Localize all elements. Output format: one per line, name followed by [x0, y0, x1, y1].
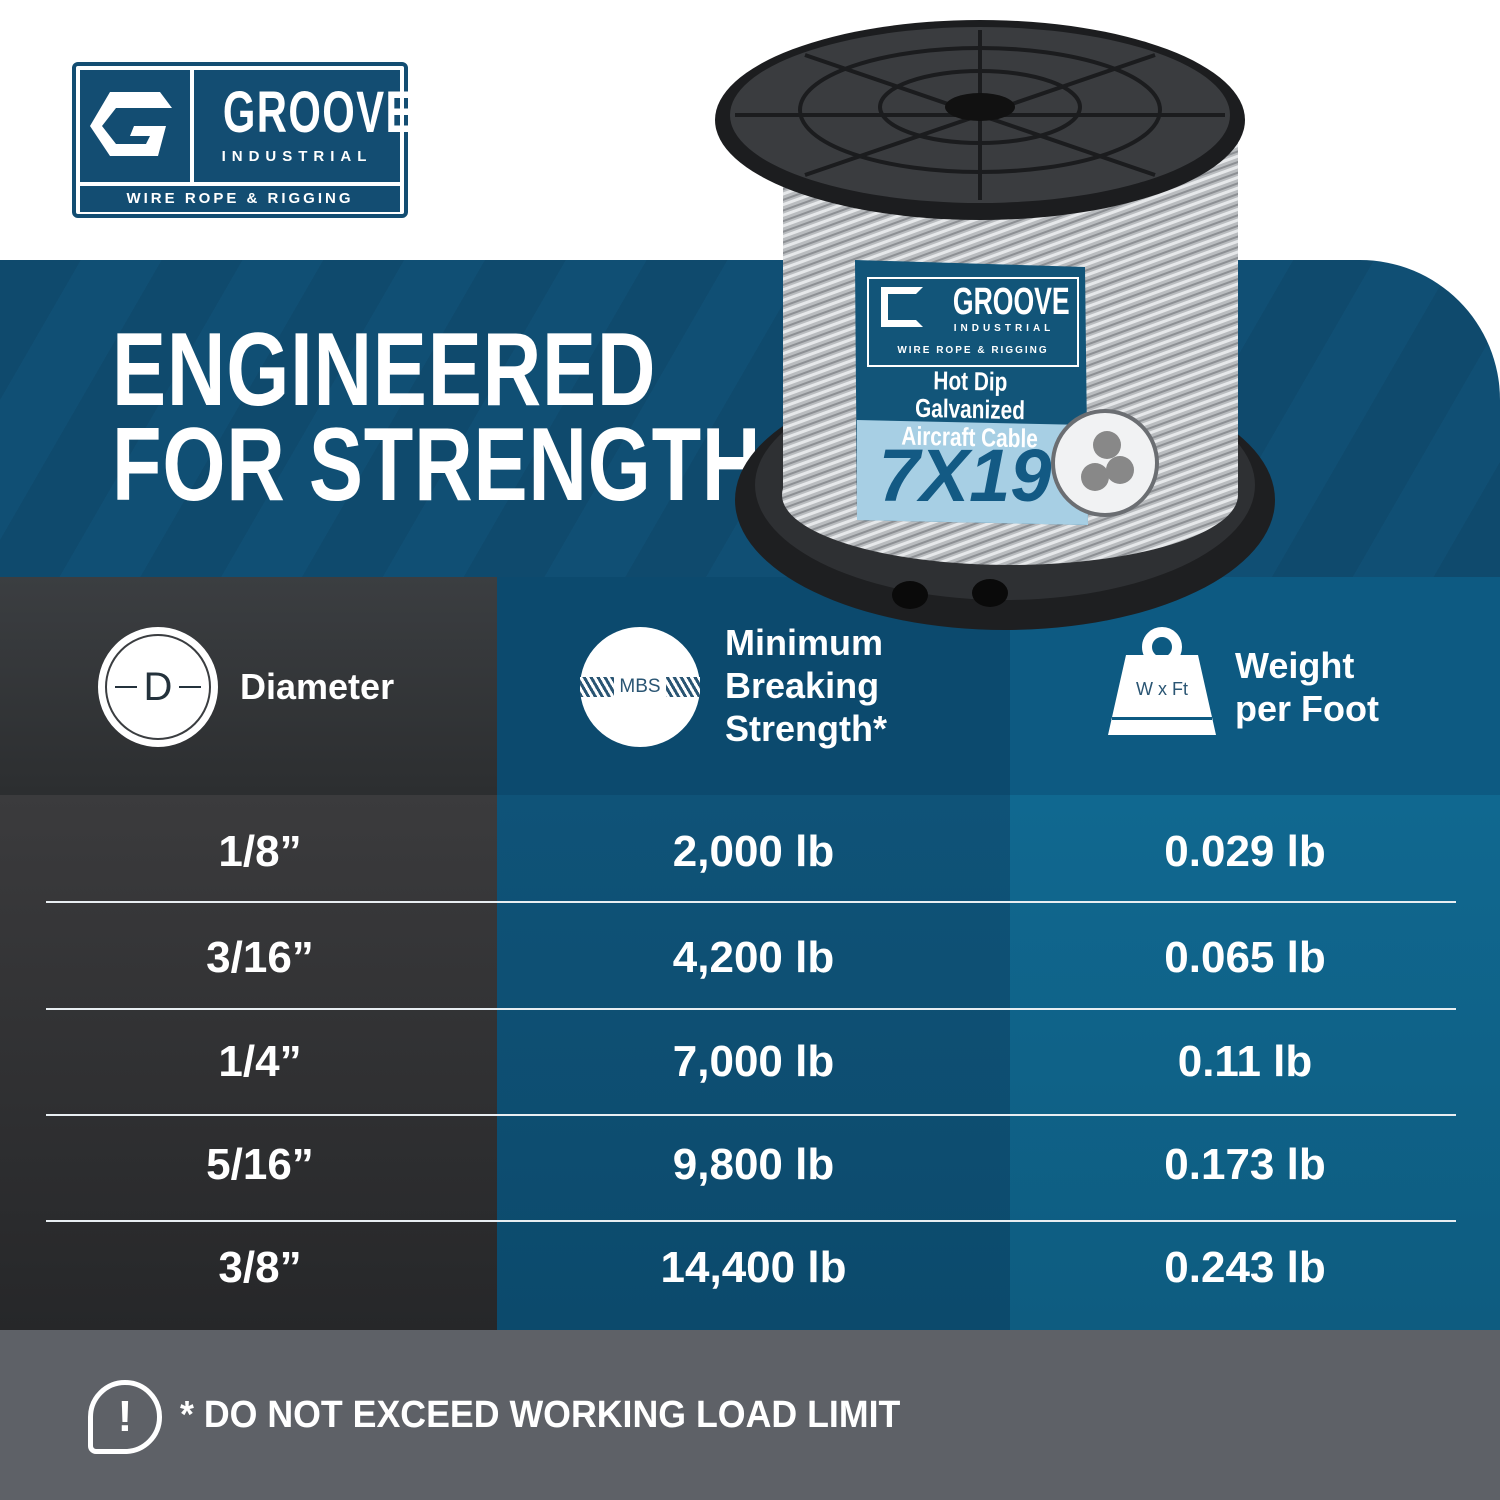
alert-speech-icon: ! [88, 1380, 162, 1454]
row-divider [46, 1114, 1456, 1116]
header-label-mbs-2: Breaking [725, 665, 880, 706]
header-label-diameter: Diameter [240, 666, 395, 707]
spool-product-line1: Hot Dip Galvanized [914, 365, 1026, 426]
table-row: 3/16” 4,200 lb 0.065 lb [0, 906, 1500, 1010]
footer: ! * DO NOT EXCEED WORKING LOAD LIMIT [0, 1330, 1500, 1500]
cell-mbs: 7,000 lb [672, 1037, 835, 1086]
row-divider [46, 1220, 1456, 1222]
row-divider [46, 1008, 1456, 1010]
cell-diameter: 1/4” [218, 1037, 302, 1086]
cell-diameter: 1/8” [218, 827, 302, 876]
cable-spool-image: GROOVE INDUSTRIAL WIRE ROPE & RIGGING Ho… [715, 15, 1285, 635]
cell-mbs: 14,400 lb [660, 1243, 847, 1292]
g-logo-icon [80, 70, 190, 182]
header-label-weight-1: Weight [1235, 645, 1355, 686]
cell-diameter: 5/16” [206, 1140, 314, 1189]
diameter-icon: D [98, 627, 218, 747]
row-divider [46, 901, 1456, 903]
cell-mbs: 2,000 lb [672, 827, 835, 876]
cell-weight: 0.11 lb [1177, 1037, 1313, 1086]
logo-tagline: WIRE ROPE & RIGGING [80, 186, 400, 212]
footer-note: * DO NOT EXCEED WORKING LOAD LIMIT [180, 1394, 901, 1436]
weight-icon: W x Ft [1108, 627, 1216, 737]
logo-brand: GROOVE [222, 80, 415, 145]
cell-weight: 0.029 lb [1164, 827, 1326, 876]
mbs-rope-icon: MBS [580, 627, 700, 747]
g-logo-icon [881, 287, 923, 327]
cell-weight: 0.173 lb [1164, 1140, 1326, 1189]
cell-diameter: 3/16” [206, 933, 314, 982]
cell-mbs: 9,800 lb [672, 1140, 835, 1189]
table-row: 5/16” 9,800 lb 0.173 lb [0, 1113, 1500, 1217]
headline-line1: ENGINEERED [112, 312, 657, 428]
header-diameter: D Diameter [0, 577, 497, 795]
headline-line2: FOR STRENGTH [112, 407, 762, 523]
brand-logo: GROOVE INDUSTRIAL WIRE ROPE & RIGGING [72, 62, 415, 218]
logo-sub: INDUSTRIAL [221, 148, 373, 165]
header-label-mbs-1: Minimum [725, 622, 883, 663]
cell-weight: 0.243 lb [1164, 1243, 1326, 1292]
cell-diameter: 3/8” [218, 1243, 302, 1292]
header-label-weight-2: per Foot [1235, 688, 1379, 729]
table-row: 1/4” 7,000 lb 0.11 lb [0, 1010, 1500, 1114]
table-row: 1/8” 2,000 lb 0.029 lb [0, 800, 1500, 904]
spec-table: 1/8” 2,000 lb 0.029 lb 3/16” 4,200 lb 0.… [0, 800, 1500, 1330]
spool-construction: 7X19 [878, 434, 1052, 517]
header-label-mbs-3: Strength* [725, 708, 887, 749]
cell-mbs: 4,200 lb [672, 933, 835, 982]
table-row: 3/8” 14,400 lb 0.243 lb [0, 1216, 1500, 1320]
cell-weight: 0.065 lb [1164, 933, 1326, 982]
